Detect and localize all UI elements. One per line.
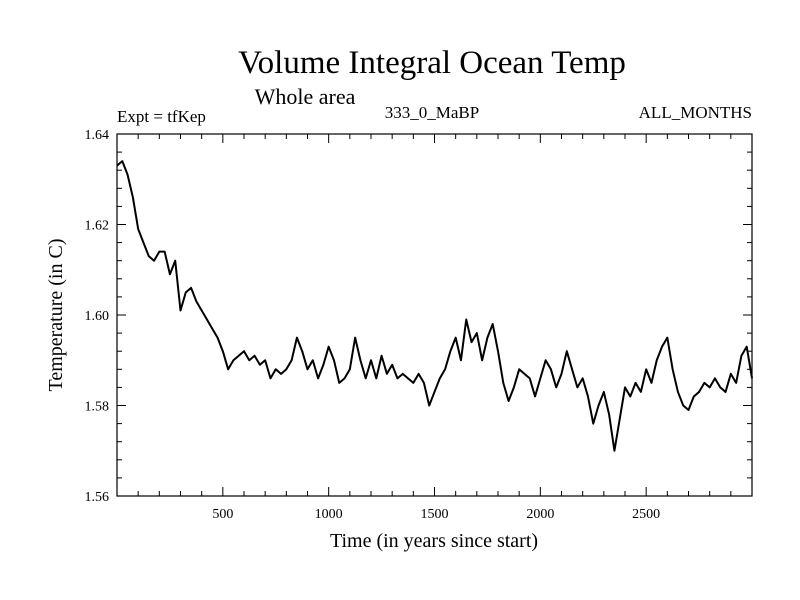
x-tick-label: 1500 (421, 507, 449, 522)
y-tick-label: 1.62 (85, 219, 110, 234)
x-axis-label: Time (in years since start) (330, 530, 538, 552)
axes: 500 1000 1500 2000 2500 1.56 1.58 1.60 1.62 1.64 (85, 128, 752, 522)
y-tick-label: 1.64 (85, 128, 110, 143)
chart-title: Volume Integral Ocean Temp (238, 45, 626, 81)
chart-subtitle: Whole area (255, 84, 356, 109)
x-tick-label: 2000 (526, 507, 554, 522)
temperature-series-line (116, 160, 753, 452)
y-tick-label: 1.60 (85, 309, 110, 324)
plot-frame (116, 133, 753, 497)
x-tick-label: 500 (212, 507, 233, 522)
y-axis-label: Temperature (in C) (45, 239, 67, 392)
y-tick-label: 1.56 (85, 490, 110, 505)
period-label: 333_0_MaBP (385, 103, 479, 122)
x-tick-label: 2500 (632, 507, 660, 522)
y-tick-label: 1.58 (85, 400, 110, 415)
months-label: ALL_MONTHS (639, 103, 752, 122)
experiment-label: Expt = tfKep (117, 107, 206, 126)
x-tick-label: 1000 (315, 507, 343, 522)
